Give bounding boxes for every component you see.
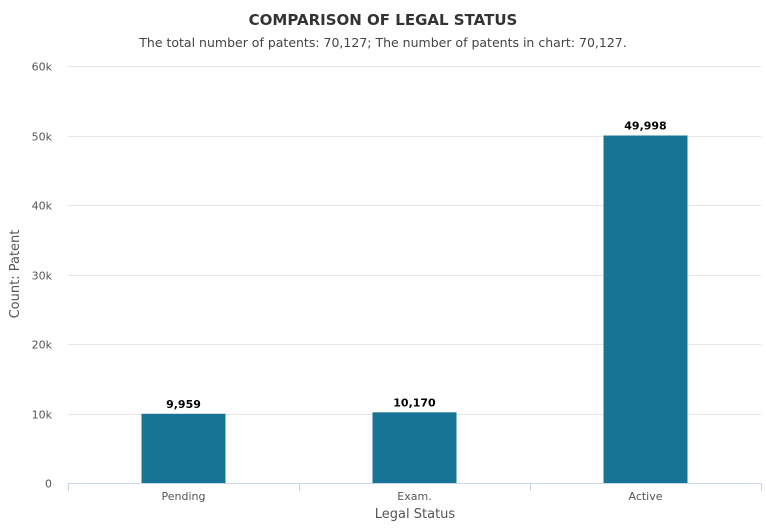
y-tick-label: 40k [32, 200, 53, 213]
y-tick-label: 30k [32, 270, 53, 283]
bars [141, 135, 688, 483]
x-tick-label: Active [628, 490, 662, 503]
x-axis-title: Legal Status [375, 507, 456, 522]
bar[interactable] [141, 413, 226, 483]
y-tick-label: 10k [32, 409, 53, 422]
chart-subtitle: The total number of patents: 70,127; The… [138, 35, 626, 50]
x-tick-label: Pending [162, 490, 206, 503]
x-axis: Pending Exam. Active [68, 483, 762, 503]
y-tick-label: 60k [32, 61, 53, 74]
data-label: 49,998 [624, 120, 666, 133]
data-labels: 9,959 10,170 49,998 [166, 120, 667, 411]
bar[interactable] [372, 412, 457, 483]
x-tick-label: Exam. [397, 490, 431, 503]
data-label: 9,959 [166, 398, 201, 411]
y-tick-label: 20k [32, 339, 53, 352]
data-label: 10,170 [393, 396, 436, 409]
y-axis-ticks: 0 10k 20k 30k 40k 50k 60k [32, 61, 53, 491]
y-tick-label: 0 [45, 478, 52, 491]
y-axis-title: Count: Patent [8, 230, 23, 319]
bar[interactable] [603, 135, 688, 483]
y-tick-label: 50k [32, 131, 53, 144]
chart-title: COMPARISON OF LEGAL STATUS [249, 11, 518, 29]
